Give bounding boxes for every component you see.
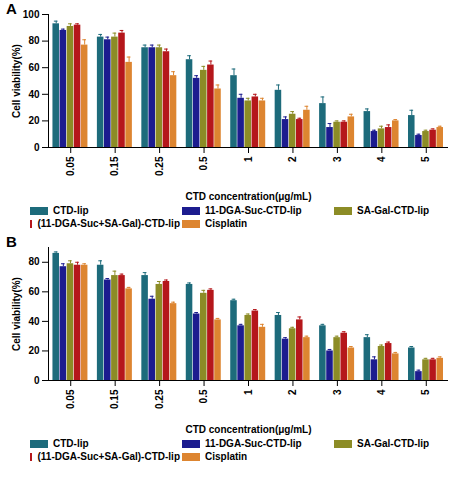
svg-text:40: 40 <box>28 89 40 100</box>
svg-text:2: 2 <box>287 389 298 395</box>
svg-text:1: 1 <box>243 156 254 162</box>
svg-text:0.5: 0.5 <box>198 156 209 170</box>
svg-text:0.5: 0.5 <box>198 389 209 403</box>
svg-text:0.15: 0.15 <box>109 389 120 409</box>
svg-text:0.25: 0.25 <box>154 156 165 176</box>
svg-text:0: 0 <box>34 375 40 386</box>
svg-text:100: 100 <box>23 9 40 20</box>
svg-text:0: 0 <box>34 142 40 153</box>
svg-text:3: 3 <box>332 156 343 162</box>
svg-text:40: 40 <box>28 316 40 327</box>
svg-text:1: 1 <box>243 389 254 395</box>
svg-text:5: 5 <box>420 156 431 162</box>
html-text:(11-DGA-Suc+SA-Gal)-CTD-lip: (11-DGA-Suc+SA-Gal)-CTD-lip <box>37 218 180 229</box>
svg-text:Cell viability(%): Cell viability(%) <box>11 277 22 351</box>
html-text:11-DGA-Suc-CTD-lip: 11-DGA-Suc-CTD-lip <box>205 205 302 216</box>
html-text:SA-Gal-CTD-lip: SA-Gal-CTD-lip <box>357 205 430 216</box>
svg-text:20: 20 <box>28 115 40 126</box>
svg-text:CTD concentration(μg/mL): CTD concentration(μg/mL) <box>185 191 311 202</box>
html-text:A: A <box>6 0 17 17</box>
svg-text:60: 60 <box>28 62 40 73</box>
svg-text:0.05: 0.05 <box>65 389 76 409</box>
html-text:11-DGA-Suc-CTD-lip: 11-DGA-Suc-CTD-lip <box>205 438 302 449</box>
html-text:SA-Gal-CTD-lip: SA-Gal-CTD-lip <box>357 438 430 449</box>
html-text:Cisplatin: Cisplatin <box>205 218 248 229</box>
svg-text:0.25: 0.25 <box>154 389 165 409</box>
svg-text:80: 80 <box>28 256 40 267</box>
svg-text:20: 20 <box>28 345 40 356</box>
svg-text:5: 5 <box>420 389 431 395</box>
html-text:CTD-lip: CTD-lip <box>53 205 89 216</box>
html-text:B: B <box>6 233 17 250</box>
html-text:(11-DGA-Suc+SA-Gal)-CTD-lip: (11-DGA-Suc+SA-Gal)-CTD-lip <box>37 451 180 462</box>
svg-text:80: 80 <box>28 35 40 46</box>
svg-text:CTD concentration(μg/mL): CTD concentration(μg/mL) <box>185 424 311 435</box>
svg-text:4: 4 <box>376 156 387 162</box>
svg-text:4: 4 <box>376 389 387 395</box>
svg-text:0.05: 0.05 <box>65 156 76 176</box>
html-text:Cisplatin: Cisplatin <box>205 451 248 462</box>
svg-text:2: 2 <box>287 156 298 162</box>
svg-text:60: 60 <box>28 286 40 297</box>
svg-text:3: 3 <box>332 389 343 395</box>
svg-text:0.15: 0.15 <box>109 156 120 176</box>
html-text:CTD-lip: CTD-lip <box>53 438 89 449</box>
svg-text:Cell viability(%): Cell viability(%) <box>11 44 22 118</box>
